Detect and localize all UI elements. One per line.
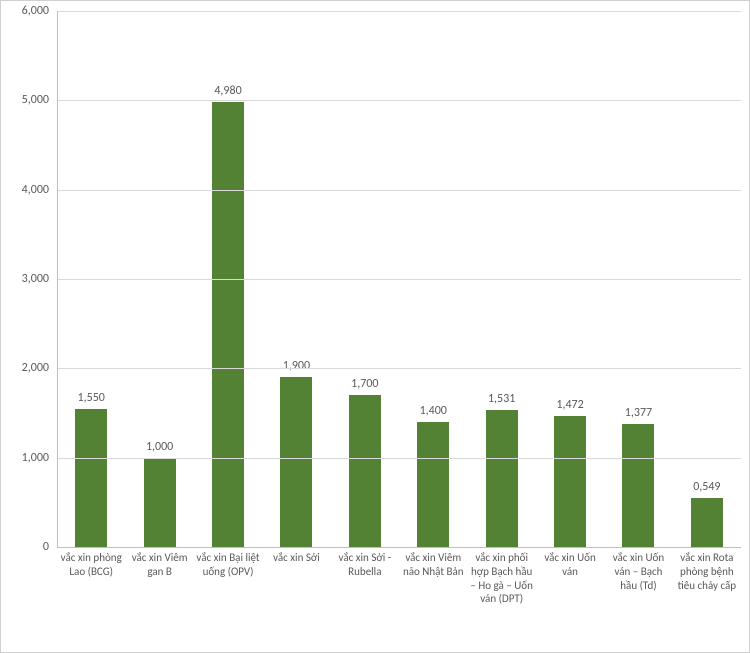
bar [486, 410, 518, 547]
y-tick-label: 0 [1, 540, 49, 554]
x-tick-label: vắc xin Uốn ván [536, 551, 604, 606]
bar [622, 424, 654, 547]
plot-area: 1,550 1,000 4,980 1,900 1,700 1,400 1,531 1,472… [57, 11, 741, 547]
x-axis-labels: vắc xin phòng Lao (BCG)vắc xin Viêm gan … [57, 551, 741, 606]
x-tick-label: vắc xin Sởi - Rubella [331, 551, 399, 606]
bar-value-label: 1,700 [351, 377, 378, 391]
bar [349, 395, 381, 547]
x-tick-label: vắc xin phối hợp Bạch hầu – Ho gà – Uốn … [467, 551, 535, 606]
bar [691, 498, 723, 547]
gridline [57, 11, 741, 12]
x-tick-label: vắc xin Sởi [262, 551, 330, 606]
bar [554, 416, 586, 547]
y-tick-label: 1,000 [1, 451, 49, 465]
bar [144, 458, 176, 547]
bar [417, 422, 449, 547]
y-tick-label: 5,000 [1, 93, 49, 107]
x-tick-label: vắc xin Bại liệt uống (OPV) [194, 551, 262, 606]
x-tick-label: vắc xin Viêm gan B [125, 551, 193, 606]
bar-value-label: 1,531 [488, 392, 515, 406]
y-axis-line [57, 11, 58, 547]
bar [212, 102, 244, 547]
x-tick-label: vắc xin Uốn ván – Bạch hầu (Td) [604, 551, 672, 606]
bar-value-label: 4,980 [214, 84, 241, 98]
x-tick-label: vắc xin Viêm não Nhật Bản [399, 551, 467, 606]
bar-value-label: 1,472 [556, 398, 583, 412]
bar-chart: 1,550 1,000 4,980 1,900 1,700 1,400 1,531 1,472… [0, 0, 750, 653]
bar-value-label: 0,549 [693, 480, 720, 494]
y-tick-label: 4,000 [1, 183, 49, 197]
bar-value-label: 1,377 [625, 406, 652, 420]
x-axis-line [57, 547, 741, 548]
gridline [57, 100, 741, 101]
bar-value-label: 1,900 [283, 359, 310, 373]
bar-value-label: 1,550 [78, 391, 105, 405]
x-tick-label: vắc xin Rota phòng bệnh tiêu chảy cấp [673, 551, 741, 606]
bar [280, 377, 312, 547]
gridline [57, 190, 741, 191]
y-tick-label: 2,000 [1, 361, 49, 375]
bar [75, 409, 107, 547]
gridline [57, 368, 741, 369]
bar-value-label: 1,400 [420, 404, 447, 418]
x-tick-label: vắc xin phòng Lao (BCG) [57, 551, 125, 606]
y-tick-label: 3,000 [1, 272, 49, 286]
gridline [57, 458, 741, 459]
gridline [57, 279, 741, 280]
y-tick-label: 6,000 [1, 4, 49, 18]
bar-value-label: 1,000 [146, 440, 173, 454]
